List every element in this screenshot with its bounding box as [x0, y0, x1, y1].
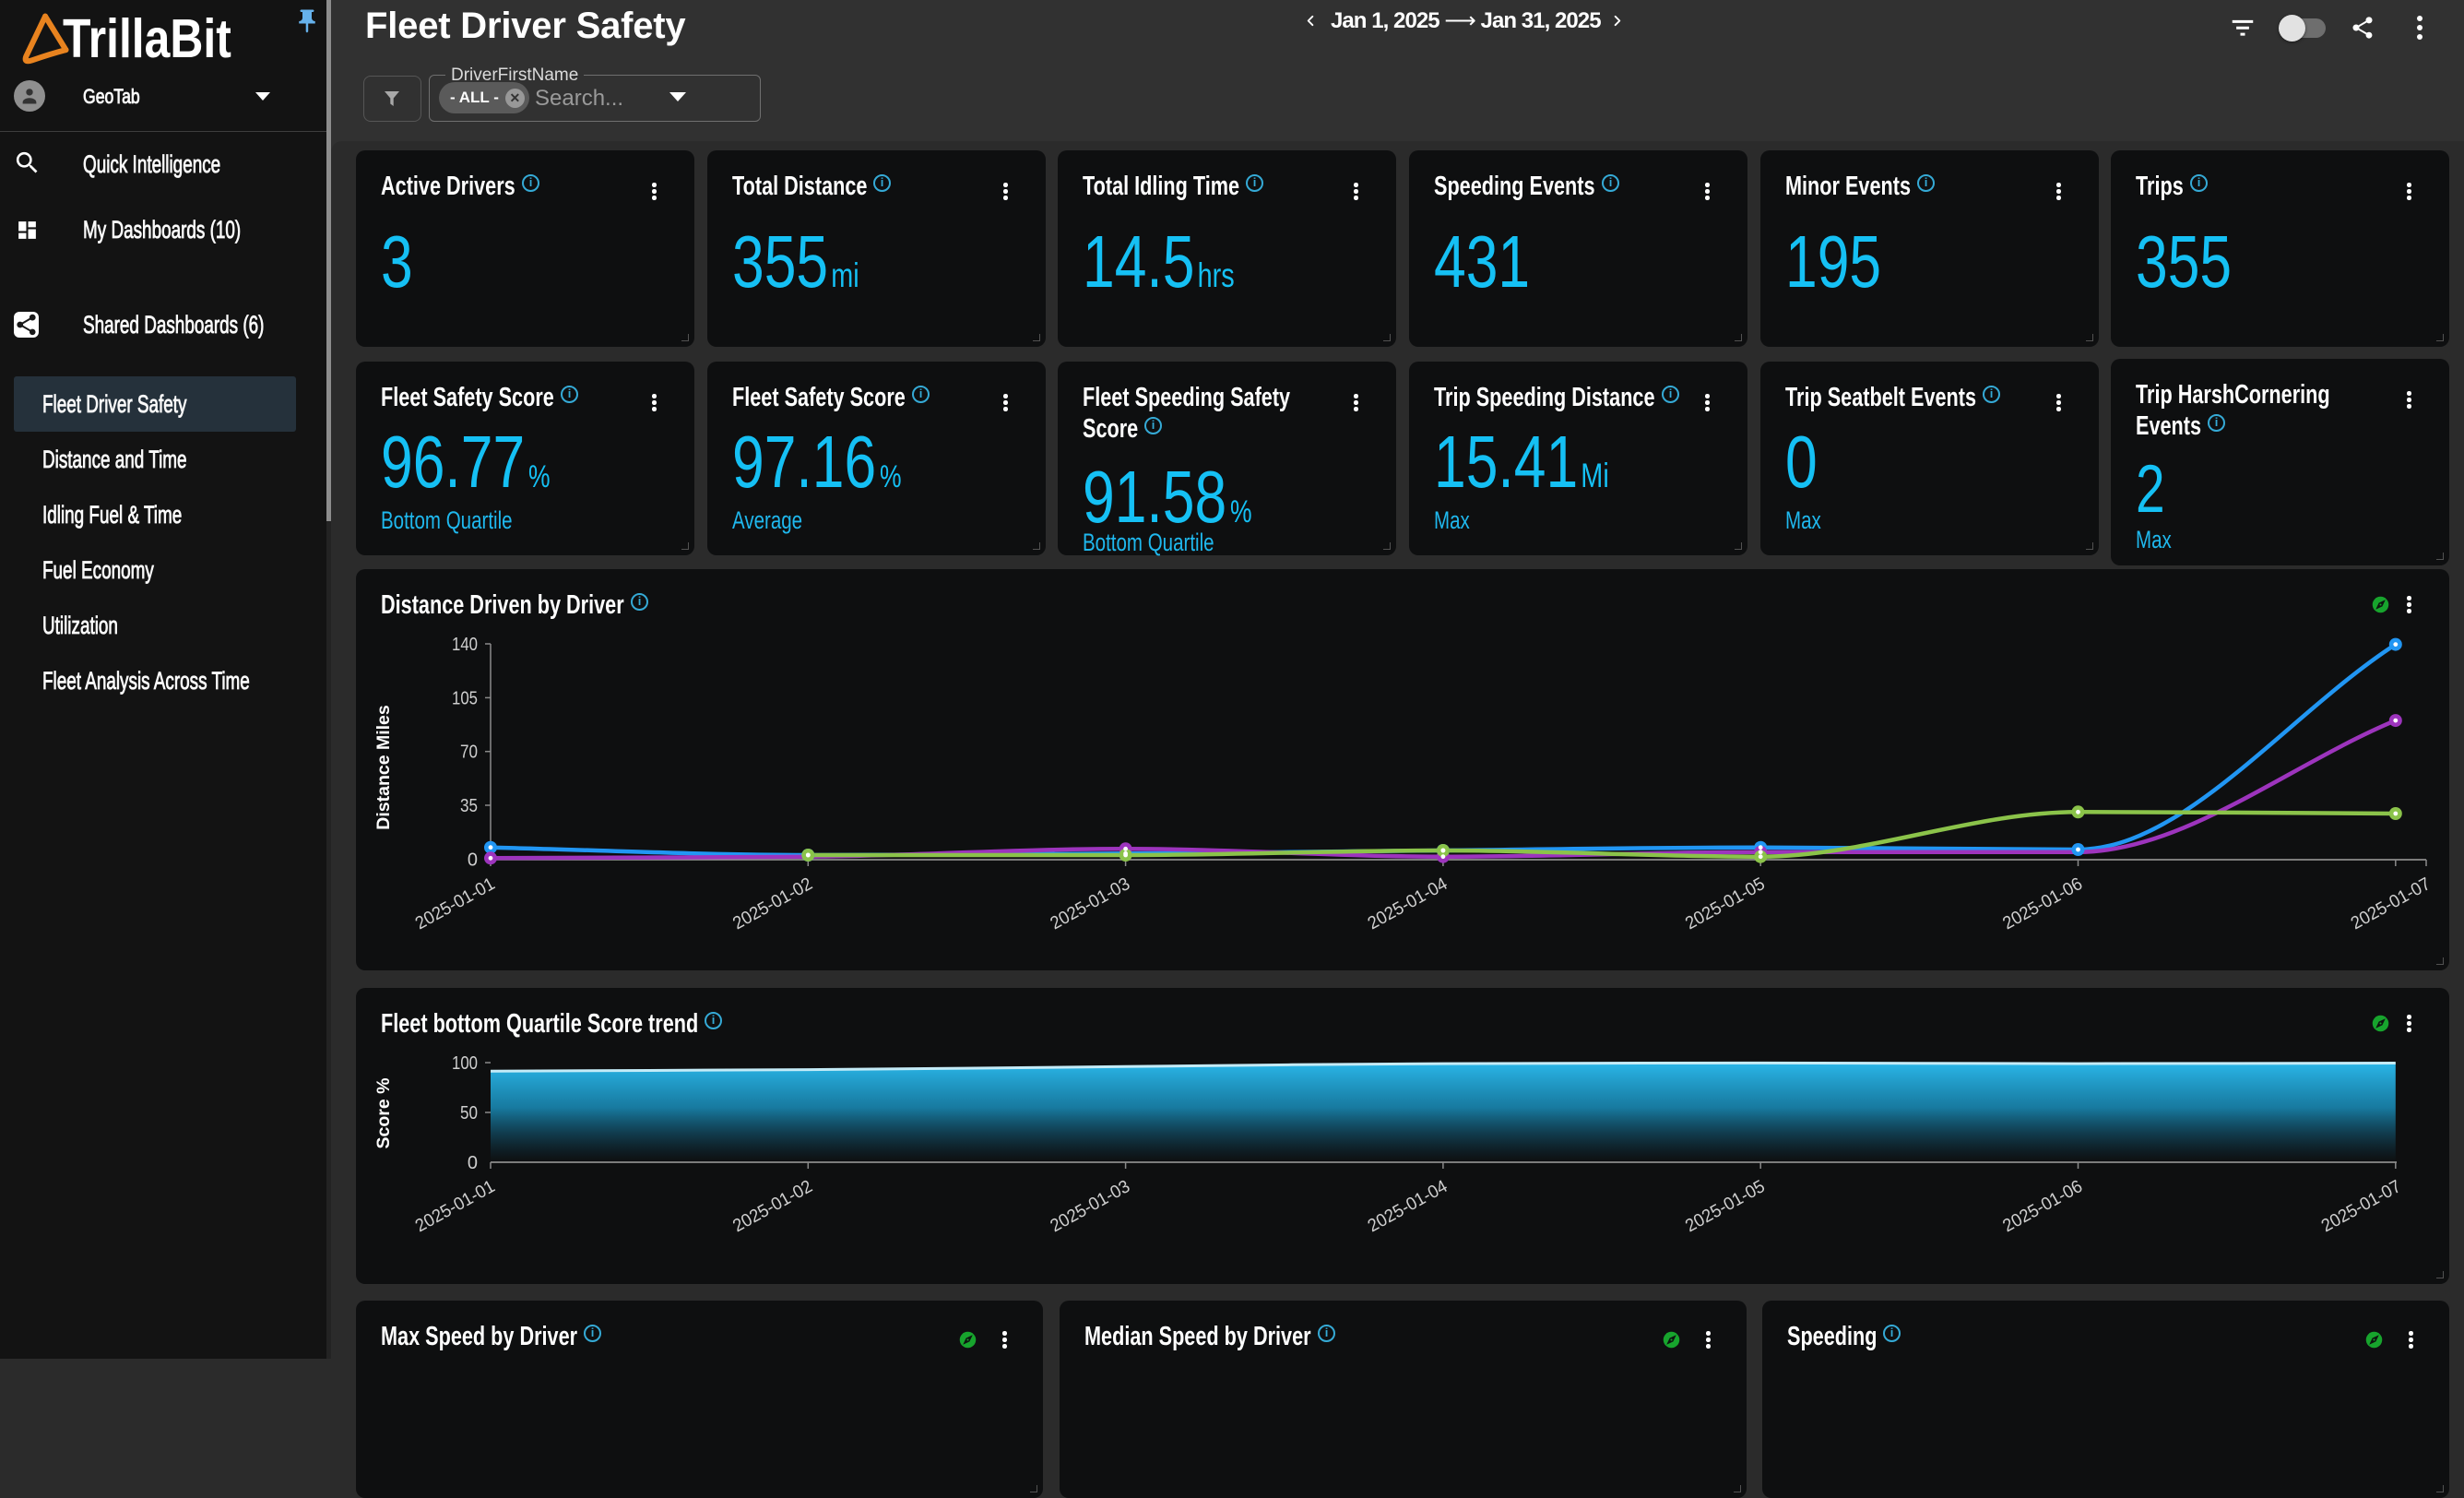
svg-text:Score %: Score %	[373, 1078, 394, 1149]
svg-text:0: 0	[468, 1153, 478, 1173]
svg-text:105: 105	[452, 688, 478, 708]
svg-text:2025-01-07: 2025-01-07	[2318, 1176, 2405, 1236]
svg-text:35: 35	[460, 796, 478, 816]
svg-text:2025-01-05: 2025-01-05	[1682, 874, 1769, 933]
svg-text:2025-01-03: 2025-01-03	[1047, 1176, 1133, 1236]
svg-text:2025-01-06: 2025-01-06	[1999, 874, 2086, 933]
svg-text:2025-01-02: 2025-01-02	[729, 1176, 816, 1236]
svg-text:140: 140	[452, 635, 478, 655]
svg-text:Distance Miles: Distance Miles	[373, 705, 394, 830]
svg-text:2025-01-04: 2025-01-04	[1365, 1176, 1451, 1236]
svg-text:50: 50	[460, 1103, 478, 1124]
svg-text:0: 0	[468, 850, 478, 870]
svg-text:2025-01-04: 2025-01-04	[1365, 874, 1451, 933]
svg-text:2025-01-03: 2025-01-03	[1047, 874, 1133, 933]
svg-text:2025-01-01: 2025-01-01	[412, 1176, 499, 1236]
svg-text:2025-01-07: 2025-01-07	[2348, 874, 2434, 933]
svg-text:2025-01-02: 2025-01-02	[729, 874, 816, 933]
svg-text:70: 70	[460, 743, 478, 763]
svg-text:2025-01-06: 2025-01-06	[1999, 1176, 2086, 1236]
svg-text:2025-01-01: 2025-01-01	[412, 874, 499, 933]
svg-text:2025-01-05: 2025-01-05	[1682, 1176, 1769, 1236]
svg-text:100: 100	[452, 1053, 478, 1074]
